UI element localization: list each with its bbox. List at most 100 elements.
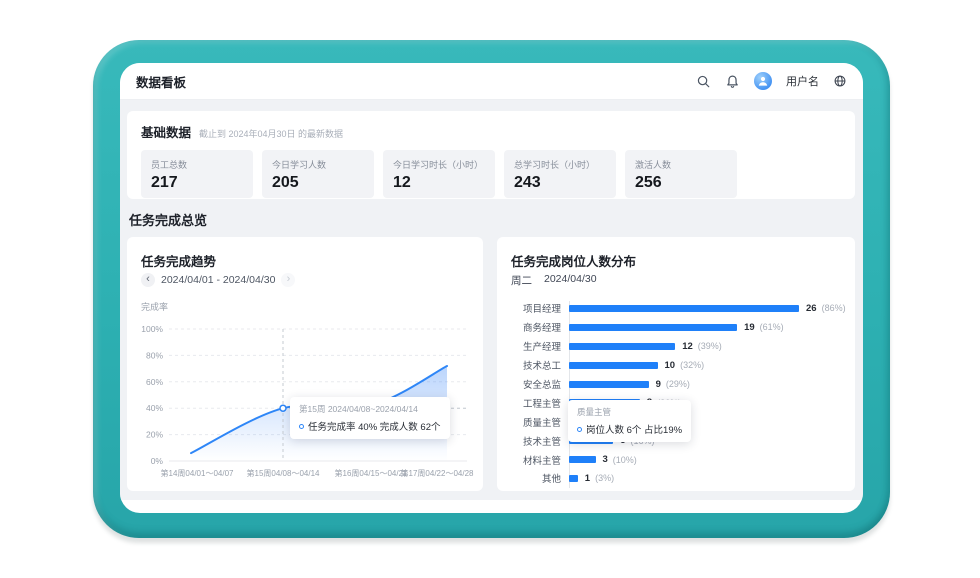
stat-card-4: 激活人数 256 bbox=[625, 150, 737, 198]
trend-tooltip-text: 任务完成率 40% 完成人数 62个 bbox=[308, 422, 441, 433]
globe-language-icon[interactable] bbox=[833, 74, 847, 88]
bar[interactable] bbox=[569, 380, 649, 388]
trend-chart-title: 任务完成趋势 bbox=[141, 255, 217, 269]
distribution-chart-card: 任务完成岗位人数分布 周二 2024/04/30 项目经理 26 (86%) 商务经理… bbox=[497, 237, 855, 491]
distribution-tooltip-text: 岗位人数 6个 占比19% bbox=[586, 425, 683, 436]
x-tick-label: 第16周04/15～04/21 bbox=[335, 468, 408, 478]
series-dot-icon bbox=[577, 426, 582, 432]
bar-category-label: 安全总监 bbox=[522, 380, 561, 391]
app-header: 数据看板 bbox=[120, 63, 863, 100]
category-axis-line bbox=[569, 301, 570, 488]
bar-row-1: 商务经理 19 (61%) bbox=[511, 318, 849, 337]
bar[interactable] bbox=[569, 456, 596, 464]
stat-value: 243 bbox=[514, 174, 541, 191]
x-tick-label: 第17周04/22～04/28 bbox=[401, 468, 474, 478]
bar-category-label: 生产经理 bbox=[522, 342, 561, 354]
tablet-frame: 数据看板 bbox=[93, 40, 890, 538]
username-label[interactable]: 用户名 bbox=[786, 76, 819, 88]
bar-row-8: 材料主管 3 (10%) bbox=[511, 450, 849, 469]
base-stats-subtitle: 截止到 2024年04月30日 的最新数据 bbox=[199, 129, 344, 139]
bar-category-label: 材料主管 bbox=[522, 455, 561, 467]
bar-chart-rows[interactable]: 项目经理 26 (86%) 商务经理 19 (61%) 生产经理 12 (39%) 技术总工 10(… bbox=[511, 299, 849, 488]
y-tick-label: 20% bbox=[146, 430, 163, 440]
bar-category-label: 商务经理 bbox=[522, 323, 561, 335]
page-title: 数据看板 bbox=[136, 75, 187, 90]
bar[interactable] bbox=[569, 342, 676, 350]
stat-label: 今日学习时长（小时） bbox=[393, 160, 484, 170]
stat-label: 激活人数 bbox=[635, 160, 672, 170]
bar[interactable] bbox=[569, 474, 578, 482]
search-icon[interactable] bbox=[696, 74, 711, 89]
date-range-nav: ‹ 2024/04/01 - 2024/04/30 › bbox=[141, 273, 296, 287]
distribution-tooltip-title: 质量主管 bbox=[577, 407, 612, 417]
bar-row-0: 项目经理 26 (86%) bbox=[511, 299, 849, 318]
bar-category-label: 技术总工 bbox=[522, 361, 561, 373]
stat-value: 256 bbox=[635, 174, 662, 191]
stat-label: 员工总数 bbox=[151, 160, 188, 170]
base-stats-header: 基础数据 截止到 2024年04月30日 的最新数据 bbox=[141, 122, 841, 141]
stat-card-3: 总学习时长（小时） 243 bbox=[504, 150, 616, 198]
bar-category-label: 工程主管 bbox=[522, 398, 561, 410]
bar[interactable] bbox=[569, 304, 799, 312]
trend-tooltip: 第15周 2024/04/08~2024/04/14 任务完成率 40% 完成人… bbox=[290, 397, 450, 439]
stat-card-0: 员工总数 217 bbox=[141, 150, 253, 198]
bar-value-label: 9 bbox=[655, 378, 661, 390]
bar-row-2: 生产经理 12 (39%) bbox=[511, 337, 849, 356]
section-title: 任务完成总览 bbox=[129, 213, 208, 228]
bar-value-label: 3 bbox=[602, 454, 608, 466]
bar[interactable] bbox=[569, 323, 738, 331]
dashboard-screen: 数据看板 bbox=[120, 63, 863, 513]
distribution-subtitle: 周二 2024/04/30 bbox=[511, 273, 597, 288]
bar-row-3: 技术总工 10 (32%) bbox=[511, 356, 849, 375]
header-actions: 用户名 bbox=[696, 72, 847, 90]
base-stats-card: 基础数据 截止到 2024年04月30日 的最新数据 员工总数 217 今日学习人数… bbox=[127, 111, 855, 199]
bar-category-label: 项目经理 bbox=[522, 304, 561, 316]
bar-value-label: 1 bbox=[584, 472, 591, 484]
bar-value-label: 19 bbox=[744, 321, 755, 333]
highlighted-point bbox=[279, 404, 287, 412]
stat-card-1: 今日学习人数 205 bbox=[262, 150, 374, 198]
stat-label: 总学习时长（小时） bbox=[514, 160, 596, 170]
trend-y-axis-title: 完成率 bbox=[141, 302, 169, 312]
trend-tooltip-title: 第15周 2024/04/08~2024/04/14 bbox=[299, 404, 418, 414]
stat-cards-row: 员工总数 217 今日学习人数 205 今日学习时长（小时） 12 总学习时长（小时） 243… bbox=[141, 150, 841, 198]
stat-value: 205 bbox=[272, 174, 299, 191]
date-label: 2024/04/30 bbox=[544, 273, 597, 285]
stat-value: 12 bbox=[393, 174, 411, 191]
base-stats-title: 基础数据 bbox=[141, 126, 192, 140]
x-tick-label: 第15周04/08～04/14 bbox=[247, 468, 320, 478]
bar-category-label: 技术主管 bbox=[522, 436, 561, 448]
date-range-label: 2024/04/01 - 2024/04/30 bbox=[161, 274, 276, 286]
y-tick-label: 60% bbox=[146, 377, 163, 387]
bell-icon[interactable] bbox=[725, 74, 740, 89]
prev-period-button[interactable]: ‹ bbox=[141, 273, 155, 287]
bar-category-label: 质量主管 bbox=[522, 417, 561, 429]
avatar[interactable] bbox=[754, 72, 772, 90]
stat-label: 今日学习人数 bbox=[272, 160, 327, 170]
bar-value-label: 12 bbox=[682, 340, 693, 352]
distribution-tooltip: 质量主管 岗位人数 6个 占比19% bbox=[568, 400, 692, 442]
bar-percent-label: (39%) bbox=[697, 341, 722, 352]
bar-percent-label: (61%) bbox=[759, 322, 784, 333]
bar-value-label: 26 bbox=[806, 302, 817, 314]
stat-value: 217 bbox=[151, 174, 178, 191]
series-dot-icon bbox=[299, 423, 304, 429]
next-period-button[interactable]: › bbox=[281, 273, 296, 287]
bar-percent-label: (3%) bbox=[595, 473, 615, 484]
bar-row-9: 其他 1 (3%) bbox=[511, 469, 849, 488]
distribution-chart-title: 任务完成岗位人数分布 bbox=[511, 255, 637, 269]
dashboard-content: 基础数据 截止到 2024年04月30日 的最新数据 员工总数 217 今日学习人数… bbox=[120, 100, 863, 500]
y-tick-label: 40% bbox=[146, 403, 163, 413]
trend-chart-card: 任务完成趋势 ‹ 2024/04/01 - 2024/04/30 › 完成率 0… bbox=[127, 237, 483, 491]
bar-row-4: 安全总监 9 (29%) bbox=[511, 375, 849, 394]
y-tick-label: 100% bbox=[141, 324, 163, 334]
bar-value-label: 10 bbox=[664, 359, 676, 371]
bar[interactable] bbox=[569, 361, 658, 369]
y-tick-label: 80% bbox=[146, 350, 163, 360]
bar-category-label: 其他 bbox=[541, 474, 561, 486]
bar-percent-label: (29%) bbox=[665, 379, 690, 389]
weekday-label: 周二 bbox=[511, 275, 532, 287]
y-tick-label: 0% bbox=[151, 456, 164, 466]
stat-card-2: 今日学习时长（小时） 12 bbox=[383, 150, 495, 198]
bar-percent-label: (86%) bbox=[821, 303, 846, 314]
